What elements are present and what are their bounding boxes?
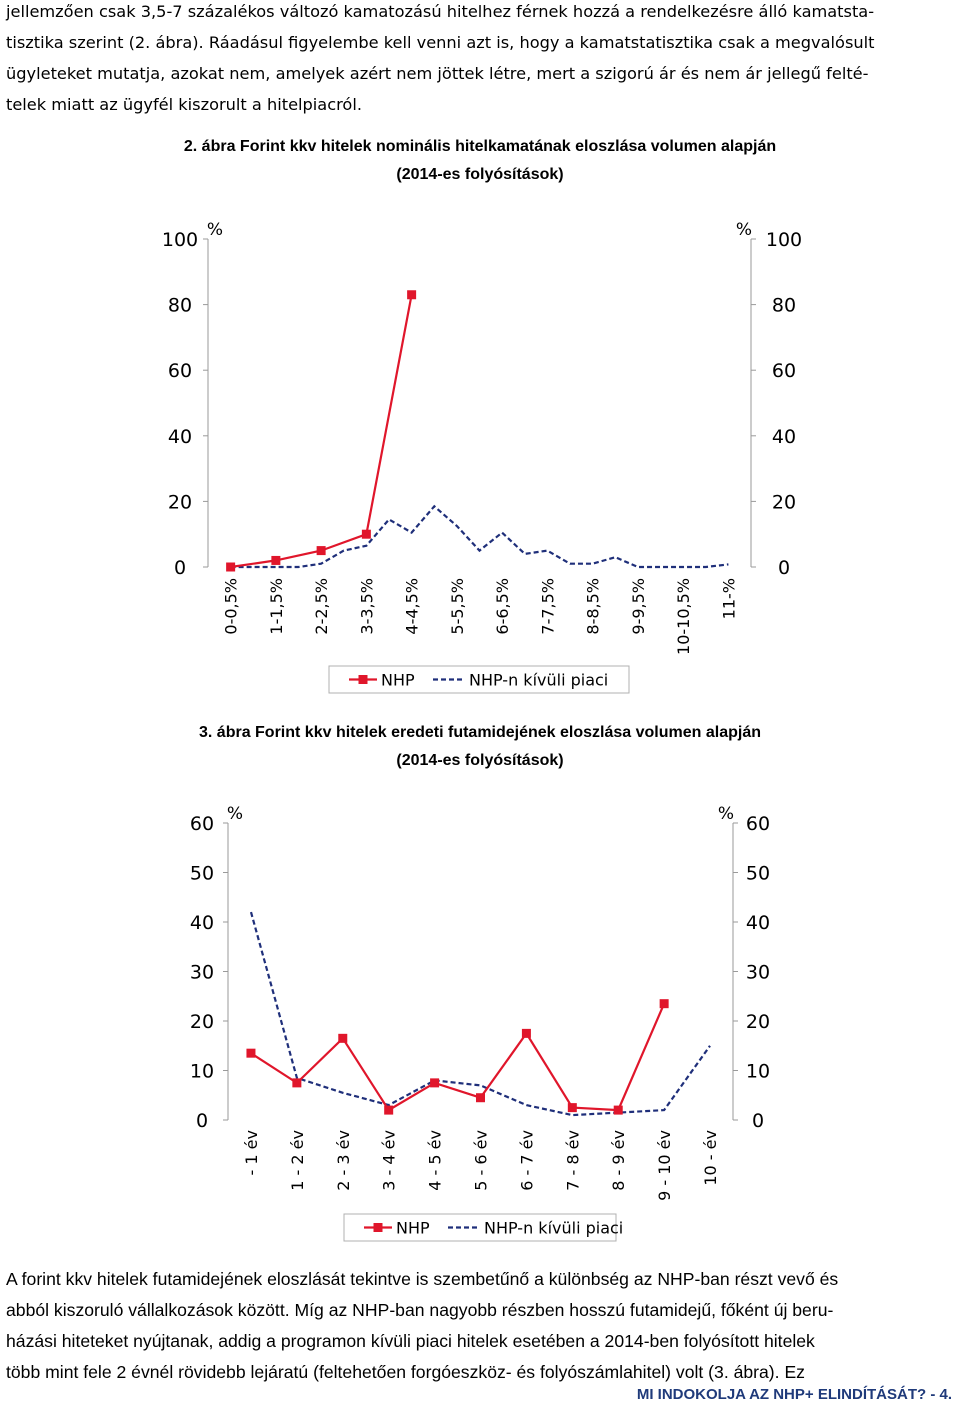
y-tick-label-left: 20 [190,1011,214,1033]
x-tick-label: - 1 év [242,1130,261,1175]
figure-3-title: 3. ábra Forint kkv hitelek eredeti futam… [199,724,761,741]
y-tick-label-left: 80 [168,295,192,317]
legend-label-nhp: NHP [381,671,415,690]
y-tick-label-right: 80 [772,295,796,317]
legend-marker-nhp [358,675,368,684]
y-tick-label-right: 30 [746,962,770,984]
x-tick-label: 4 - 5 év [426,1130,445,1191]
y-tick-label-right: 0 [778,557,790,579]
y-tick-label-right: 50 [746,863,770,885]
x-tick-label: 1-1,5% [267,578,286,635]
y-tick-label-left: 40 [190,912,214,934]
paragraph-line: házási hiteteket nyújtanak, addig a prog… [6,1331,815,1351]
y-tick-label-right: 40 [772,426,796,448]
series-line-nhp-n-kivuli-piaci [230,504,729,569]
y-tick-label-left: 100 [162,229,198,251]
right-axis-unit: % [718,804,734,824]
y-tick-label-right: 20 [746,1011,770,1033]
y-tick-label-left: 0 [196,1110,208,1132]
right-axis-unit: % [736,220,752,240]
legend-label-nhp-n-kivuli-piaci: NHP-n kívüli piaci [484,1219,623,1238]
x-tick-label: 8-8,5% [584,578,603,635]
x-tick-label: 10 - év [701,1130,720,1186]
y-tick-label-right: 10 [746,1061,770,1083]
figure-3-caption: 3. ábra Forint kkv hitelek eredeti futam… [0,719,960,775]
data-point-nhp [407,290,417,300]
paragraph-line: több mint fele 2 évnél rövidebb lejáratú… [6,1362,805,1382]
y-tick-label-left: 20 [168,491,192,513]
x-tick-label: 6 - 7 év [517,1130,536,1191]
y-tick-label-left: 60 [168,360,192,382]
y-tick-label-left: 0 [174,557,186,579]
x-tick-label: 8 - 9 év [609,1130,628,1191]
y-tick-label-right: 0 [752,1110,764,1132]
y-tick-label-right: 20 [772,491,796,513]
x-tick-label: 11-% [719,578,738,619]
figure-2-chart: % % 0 0 20 20 40 40 60 60 80 80 100 100 0-0,5% 1-1,5% 2-… [162,220,802,694]
x-tick-label: 10-10,5% [674,578,693,655]
series-line-nhp-n-kivuli-piaci [249,911,711,1117]
x-tick-label: 4-4,5% [403,578,422,635]
x-tick-label: 2 - 3 év [334,1130,353,1191]
series-line-nhp [230,294,413,569]
y-tick-label-right: 60 [772,360,796,382]
data-point-nhp [271,555,281,565]
paragraph-line: ügyleteket mutatja, azokat nem, amelyek … [6,64,869,83]
x-tick-label: 6-6,5% [493,578,512,635]
data-point-nhp [613,1105,623,1115]
y-tick-label-left: 40 [168,426,192,448]
x-tick-label: 5 - 6 év [472,1130,491,1191]
data-point-nhp [316,546,326,556]
left-axis-unit: % [227,804,243,824]
x-tick-label: 1 - 2 év [288,1130,307,1191]
data-point-nhp [384,1105,394,1115]
figure-2-subtitle: (2014-es folyósítások) [396,166,564,183]
x-tick-label: 0-0,5% [222,578,241,635]
data-point-nhp [226,562,236,572]
data-point-nhp [246,1048,256,1058]
data-point-nhp [338,1033,348,1043]
paragraph-line: tisztika szerint (2. ábra). Ráadásul fig… [6,33,875,52]
x-tick-label: 2-2,5% [312,578,331,635]
x-tick-label: 7 - 8 év [563,1130,582,1191]
x-tick-label: 3 - 4 év [380,1130,399,1191]
paragraph-line: abból kiszoruló vállalkozások között. Mí… [6,1300,834,1320]
series-line-nhp [250,1003,666,1112]
y-tick-label-left: 30 [190,962,214,984]
figure-2-title: 2. ábra Forint kkv hitelek nominális hit… [183,138,777,155]
data-point-nhp [567,1103,577,1113]
legend-box [328,665,630,694]
paragraph-line: A forint kkv hitelek futamidejének elosz… [6,1269,839,1289]
data-point-nhp [659,999,669,1009]
y-tick-label-right: 60 [746,813,770,835]
y-tick-label-right: 40 [746,912,770,934]
paragraph-line: jellemzően csak 3,5-7 százalékos változó… [6,2,875,21]
y-tick-label-left: 10 [190,1061,214,1083]
legend-label-nhp: NHP [396,1219,430,1238]
paragraph-line: telek miatt az ügyfél kiszorult a hitelp… [6,95,362,114]
page-footer: MI INDOKOLJA AZ NHP+ ELINDÍTÁSÁT? - 4. [636,1386,952,1403]
legend-marker-nhp [373,1223,383,1232]
x-tick-label: 7-7,5% [538,578,557,635]
x-tick-label: 9-9,5% [629,578,648,635]
top-paragraph: jellemzően csak 3,5-7 százalékos változó… [6,0,956,120]
x-tick-label: 9 - 10 év [655,1130,674,1201]
data-point-nhp [476,1093,485,1103]
x-tick-label: 5-5,5% [448,578,467,635]
figure-2-caption: 2. ábra Forint kkv hitelek nominális hit… [0,133,960,189]
bottom-paragraph: A forint kkv hitelek futamidejének elosz… [6,1264,956,1388]
y-tick-label-right: 100 [766,229,802,251]
figure-3-chart: % % 0 0 10 10 20 20 30 30 40 40 50 50 60 60 - 1 év 1 - 2 … [190,804,770,1242]
data-point-nhp [292,1078,302,1088]
y-tick-label-left: 50 [190,863,214,885]
x-tick-label: 3-3,5% [357,578,376,635]
data-point-nhp [361,529,371,539]
figure-3-subtitle: (2014-es folyósítások) [396,752,564,769]
data-point-nhp [430,1078,440,1088]
data-point-nhp [521,1028,531,1038]
y-tick-label-left: 60 [190,813,214,835]
legend-label-nhp-n-kivuli-piaci: NHP-n kívüli piaci [469,671,608,690]
left-axis-unit: % [207,220,223,240]
